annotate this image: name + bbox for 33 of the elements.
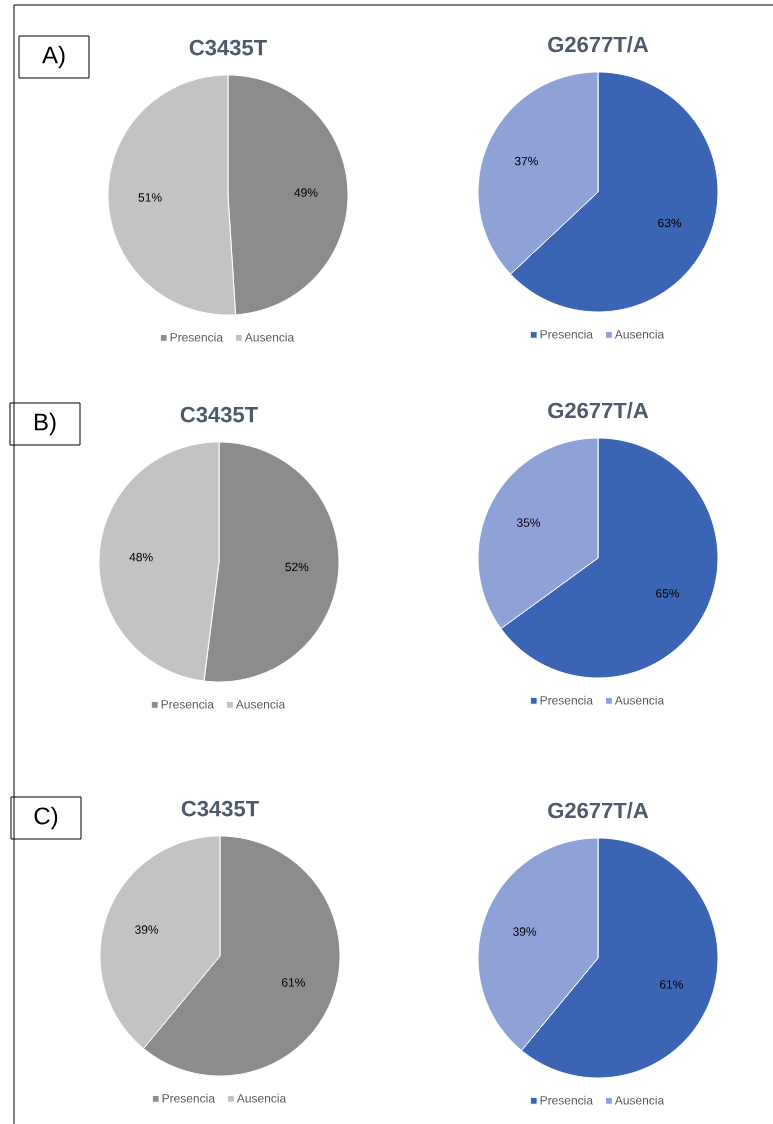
- text: C): [34, 806, 58, 830]
- chart-title: G2677T/A: [548, 402, 649, 419]
- data-label: 63%: [658, 218, 682, 228]
- legend-label: Presencia: [540, 1095, 593, 1105]
- data-label: 49%: [294, 188, 318, 197]
- chart-title: C3435T: [180, 406, 258, 423]
- data-label: 51%: [138, 193, 162, 202]
- legend-label: Ausencia: [244, 332, 295, 342]
- data-label: 48%: [129, 552, 153, 562]
- legend-label: Ausencia: [235, 699, 286, 709]
- data-label: 52%: [285, 562, 309, 572]
- chart-title: C3435T: [189, 39, 267, 56]
- text: A): [42, 45, 65, 69]
- legend-label: Ausencia: [614, 329, 665, 339]
- legend-label: Ausencia: [236, 1093, 287, 1103]
- data-label: 35%: [516, 518, 541, 527]
- legend-label: Ausencia: [614, 695, 665, 705]
- chart-title: G2677T/A: [548, 802, 649, 819]
- data-label: 65%: [656, 589, 680, 598]
- legend-label: Ausencia: [614, 1095, 665, 1105]
- legend-label: Presencia: [540, 329, 593, 339]
- legend-label: Presencia: [161, 699, 214, 709]
- data-label: 37%: [514, 156, 538, 166]
- data-label: 39%: [135, 925, 159, 934]
- legend-label: Presencia: [170, 332, 223, 342]
- text: B): [34, 412, 56, 436]
- data-label: 61%: [281, 978, 305, 987]
- chart-title: C3435T: [181, 800, 259, 817]
- chart-title: G2677T/A: [548, 36, 649, 53]
- legend-label: Presencia: [540, 695, 593, 705]
- data-label: 61%: [659, 980, 683, 989]
- data-label: 39%: [513, 927, 537, 936]
- legend-label: Presencia: [162, 1093, 215, 1103]
